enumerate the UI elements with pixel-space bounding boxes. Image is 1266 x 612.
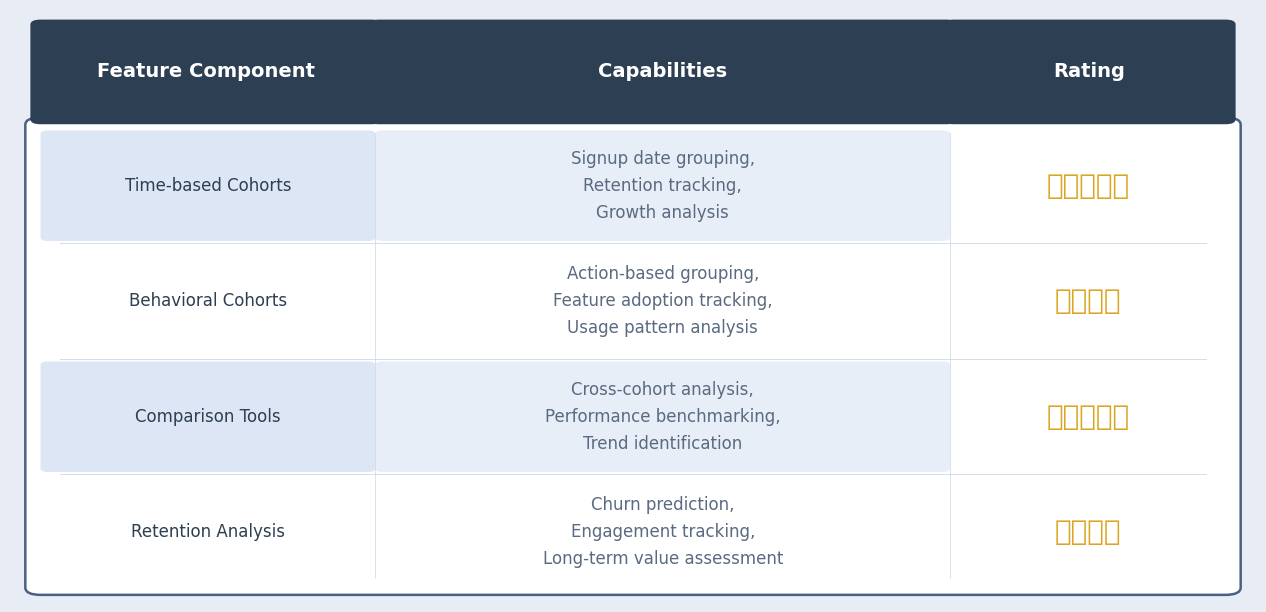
FancyBboxPatch shape [25, 118, 1241, 595]
FancyBboxPatch shape [375, 361, 950, 472]
Text: Capabilities: Capabilities [598, 62, 727, 81]
Text: Feature Component: Feature Component [97, 62, 315, 81]
FancyBboxPatch shape [375, 246, 950, 356]
FancyBboxPatch shape [41, 130, 375, 241]
Text: Comparison Tools: Comparison Tools [135, 408, 281, 426]
Text: ⭐⭐⭐⭐: ⭐⭐⭐⭐ [1055, 287, 1120, 315]
FancyBboxPatch shape [30, 20, 381, 124]
FancyBboxPatch shape [943, 20, 1236, 124]
FancyBboxPatch shape [368, 20, 956, 124]
FancyBboxPatch shape [41, 246, 375, 356]
Text: ⭐⭐⭐⭐⭐: ⭐⭐⭐⭐⭐ [1046, 171, 1129, 200]
Text: Signup date grouping,
Retention tracking,
Growth analysis: Signup date grouping, Retention tracking… [571, 149, 755, 222]
Text: Behavioral Cohorts: Behavioral Cohorts [129, 292, 287, 310]
FancyBboxPatch shape [41, 477, 375, 588]
Text: ⭐⭐⭐⭐: ⭐⭐⭐⭐ [1055, 518, 1120, 547]
Text: Time-based Cohorts: Time-based Cohorts [124, 177, 291, 195]
Text: Action-based grouping,
Feature adoption tracking,
Usage pattern analysis: Action-based grouping, Feature adoption … [553, 265, 772, 337]
Text: Retention Analysis: Retention Analysis [130, 523, 285, 541]
Text: Rating: Rating [1053, 62, 1125, 81]
FancyBboxPatch shape [375, 477, 950, 588]
Text: Churn prediction,
Engagement tracking,
Long-term value assessment: Churn prediction, Engagement tracking, L… [543, 496, 782, 569]
FancyBboxPatch shape [375, 130, 950, 241]
FancyBboxPatch shape [41, 361, 375, 472]
Text: ⭐⭐⭐⭐⭐: ⭐⭐⭐⭐⭐ [1046, 403, 1129, 431]
Text: Cross-cohort analysis,
Performance benchmarking,
Trend identification: Cross-cohort analysis, Performance bench… [544, 381, 781, 453]
